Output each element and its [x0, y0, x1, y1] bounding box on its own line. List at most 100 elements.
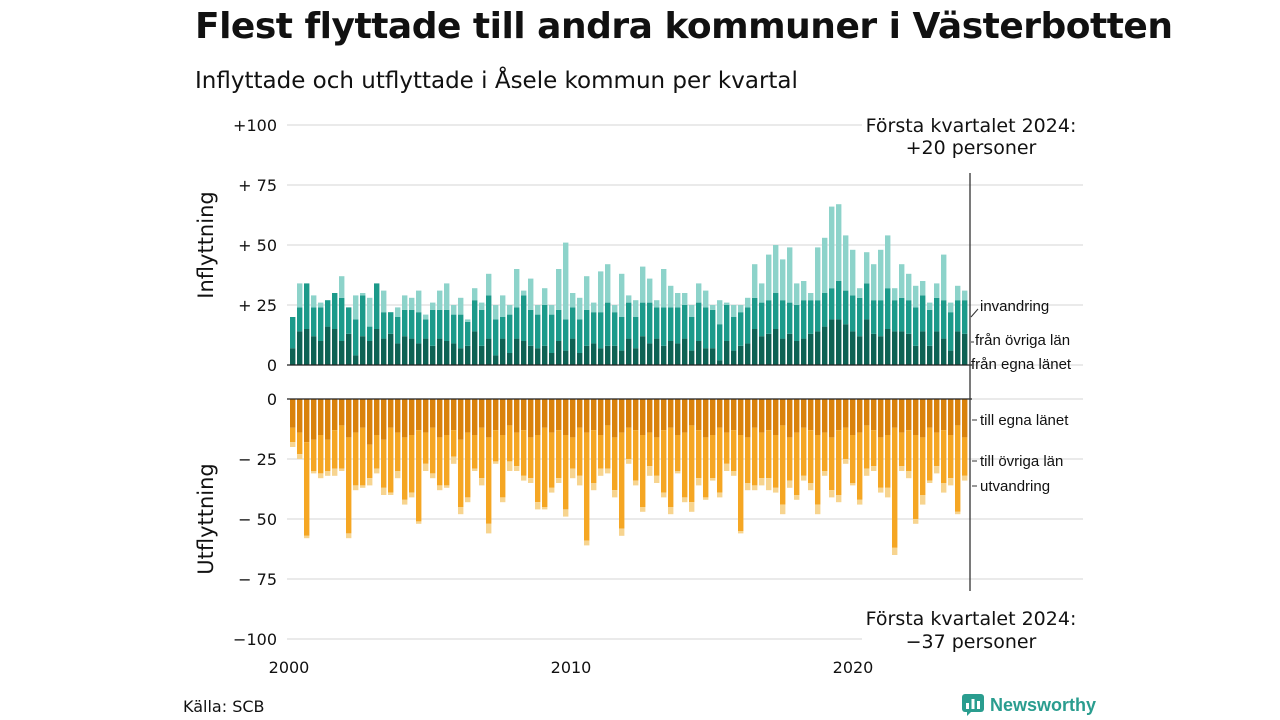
bar-segment [339, 425, 345, 469]
bar-segment [689, 425, 695, 503]
bar-segment [339, 468, 345, 471]
bar-segment [584, 309, 590, 346]
bar-segment [857, 288, 863, 298]
bar-segment [626, 399, 632, 428]
bar-segment [962, 475, 968, 481]
bar-segment [437, 309, 443, 339]
bar-segment [899, 264, 905, 298]
annotations: Första kvartalet 2024:+20 personerFörsta… [862, 111, 1084, 654]
bar-segment [731, 305, 737, 317]
bar-segment [297, 454, 303, 459]
bar-segment [871, 399, 877, 431]
bar-segment [458, 348, 464, 365]
bar-segment [633, 348, 639, 365]
bar-segment [766, 399, 772, 431]
bar-segment [367, 341, 373, 365]
bar-segment [360, 336, 366, 365]
bar-segment [626, 338, 632, 365]
bar-segment [640, 302, 646, 337]
bar-segment [304, 283, 310, 329]
chart-subtitle: Inflyttade och utflyttade i Åsele kommun… [195, 68, 798, 94]
bar-segment [577, 297, 583, 320]
bar-segment [423, 338, 429, 365]
bar-segment [556, 399, 562, 431]
bar-segment [920, 331, 926, 365]
series-label: från egna länet [971, 356, 1072, 373]
bar-segment [437, 399, 443, 438]
bar-segment [892, 547, 898, 555]
bar-segment [934, 432, 940, 467]
bar-segment [668, 307, 674, 341]
bar-segment [486, 437, 492, 524]
bar-segment [563, 435, 569, 510]
bar-segment [535, 435, 541, 503]
bar-segment [934, 297, 940, 332]
bar-segment [325, 300, 331, 327]
bar-segment [486, 273, 492, 296]
bar-segment [633, 430, 639, 481]
bar-segment [353, 319, 359, 356]
bar-segment [493, 355, 499, 365]
bar-segment [822, 326, 828, 365]
bar-segment [416, 312, 422, 344]
bar-segment [451, 399, 457, 431]
bar-segment [311, 307, 317, 337]
bar-segment [493, 305, 499, 320]
bar-segment [654, 399, 660, 438]
bar-segment [577, 319, 583, 353]
bar-segment [717, 399, 723, 428]
bar-segment [507, 314, 513, 353]
bar-segment [906, 273, 912, 301]
bar-segment [542, 345, 548, 365]
bar-segment [864, 468, 870, 476]
bar-segment [367, 444, 373, 479]
bar-segment [738, 345, 744, 365]
bar-segment [402, 437, 408, 500]
bar-segment [486, 523, 492, 534]
bar-segment [521, 290, 527, 296]
bar-segment [759, 478, 765, 486]
bar-segment [850, 249, 856, 296]
bar-segment [717, 427, 723, 493]
bar-segment [794, 399, 800, 433]
bar-segment [570, 437, 576, 469]
y-tick-label: +100 [233, 116, 277, 135]
bar-segment [703, 348, 709, 365]
bar-segment [822, 293, 828, 327]
series-label: till egna länet [980, 412, 1069, 429]
bar-segment [808, 293, 814, 301]
bar-segment [948, 302, 954, 313]
bar-segment [493, 399, 499, 431]
bar-segment [787, 437, 793, 481]
bar-segment [500, 399, 506, 435]
bar-segment [773, 487, 779, 493]
y-axis-title-inflow: Inflyttning [194, 191, 218, 298]
series-label: invandring [980, 298, 1049, 315]
bar-segment [717, 324, 723, 361]
bar-segment [808, 430, 814, 483]
bar-segment [885, 288, 891, 329]
bar-segment [815, 331, 821, 365]
annotation-bottom-line2: −37 personer [906, 631, 1037, 653]
bar-segment [465, 321, 471, 346]
bar-segment [395, 343, 401, 365]
bar-segment [584, 432, 590, 541]
bar-segment [549, 487, 555, 493]
y-tick-label: + 25 [238, 296, 277, 315]
bar-segment [682, 497, 688, 503]
bar-segment [318, 307, 324, 341]
bar-segment [353, 295, 359, 320]
bar-segment [955, 331, 961, 365]
bar-segment [458, 297, 464, 315]
bar-segment [311, 336, 317, 365]
bar-segment [962, 399, 968, 438]
bar-segment [927, 302, 933, 310]
bar-segment [535, 348, 541, 365]
bar-segment [297, 283, 303, 308]
bar-segment [836, 430, 842, 495]
bar-segment [339, 341, 345, 365]
bar-segment [577, 427, 583, 476]
bar-segment [892, 331, 898, 365]
bar-segment [724, 432, 730, 464]
bar-segment [402, 295, 408, 310]
